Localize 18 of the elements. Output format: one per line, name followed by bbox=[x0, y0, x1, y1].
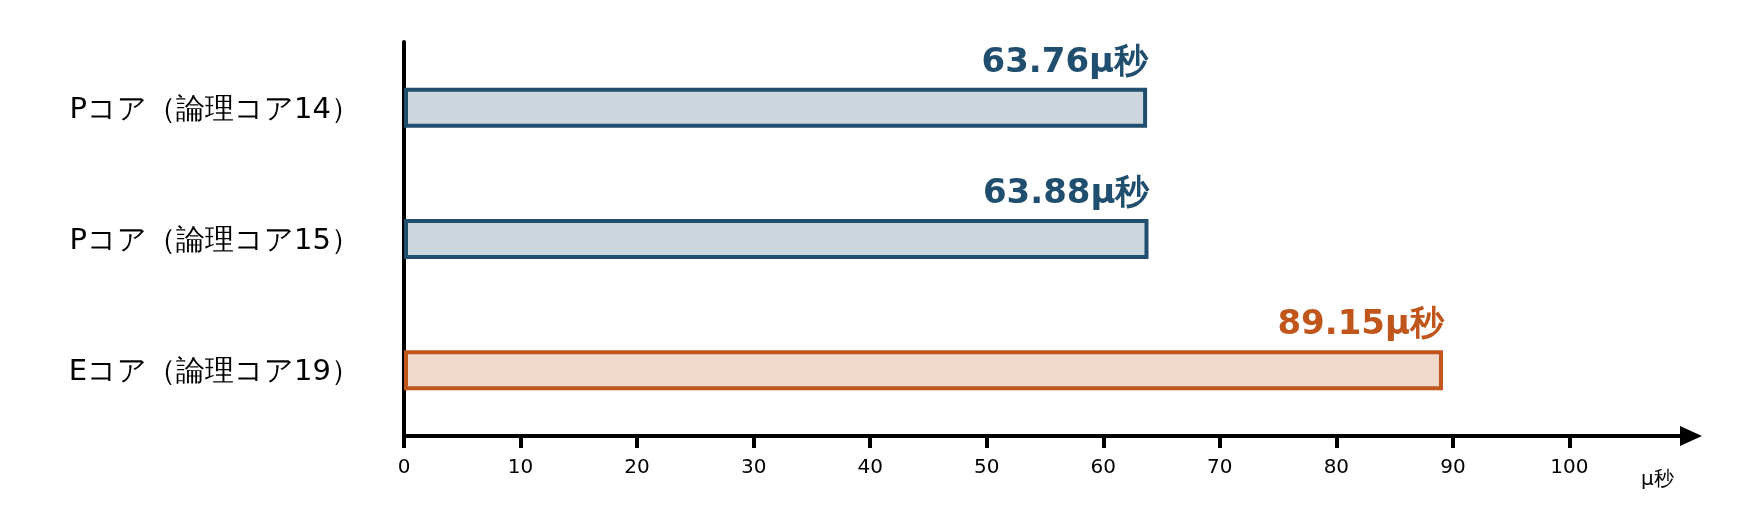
y-tick-label: Pコア（論理コア14） bbox=[69, 90, 360, 125]
y-tick-label: Eコア（論理コア19） bbox=[68, 353, 360, 388]
x-tick-label: 0 bbox=[397, 454, 411, 478]
x-tick-label: 70 bbox=[1207, 454, 1233, 478]
x-tick-label: 60 bbox=[1090, 454, 1116, 478]
x-tick-label: 20 bbox=[624, 454, 650, 478]
data-label: 63.76μ秒 bbox=[981, 39, 1150, 80]
x-tick-label: 30 bbox=[740, 454, 767, 478]
x-tick-label: 80 bbox=[1323, 454, 1350, 478]
y-tick-label: Pコア（論理コア15） bbox=[69, 222, 360, 256]
x-tick-label: 100 bbox=[1550, 454, 1589, 478]
x-tick-label: 10 bbox=[507, 454, 534, 478]
x-axis-title: μ秒 bbox=[1641, 466, 1674, 490]
x-tick-label: 90 bbox=[1440, 454, 1466, 478]
data-label: 89.15μ秒 bbox=[1277, 302, 1445, 343]
x-tick-label: 50 bbox=[974, 454, 1000, 478]
x-tick-label: 40 bbox=[857, 454, 883, 478]
data-label: 63.88μ秒 bbox=[982, 171, 1151, 211]
